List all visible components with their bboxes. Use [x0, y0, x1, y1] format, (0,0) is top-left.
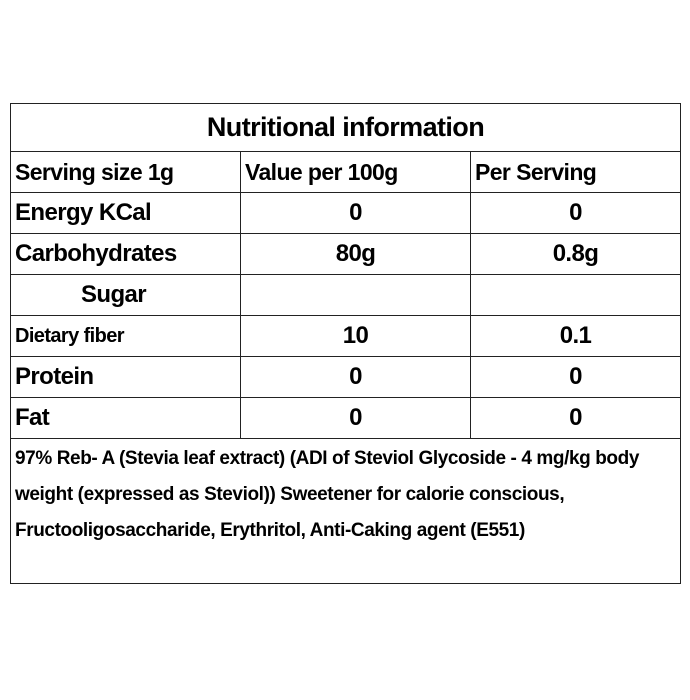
row-label: Carbohydrates: [10, 233, 241, 275]
row-label: Fat: [10, 397, 241, 439]
value-cell: 0: [240, 192, 471, 234]
table-row: Fat 0 0: [10, 397, 682, 439]
row-label: Protein: [10, 356, 241, 398]
table-row: Protein 0 0: [10, 356, 682, 398]
table-row: Energy KCal 0 0: [10, 192, 682, 234]
value-cell: 0: [469, 356, 682, 398]
value-cell: 0: [240, 397, 471, 439]
header-cell: Serving size 1g: [10, 151, 241, 193]
empty-cell: [469, 274, 682, 316]
value-cell: 0: [469, 192, 682, 234]
empty-cell: [240, 274, 471, 316]
value-cell: 0: [469, 397, 682, 439]
value-cell: 10: [240, 315, 471, 357]
row-label: Sugar: [10, 274, 241, 316]
value-cell: 0.8g: [469, 233, 682, 275]
value-cell: 0.1: [469, 315, 682, 357]
nutrition-table: Nutritional information Serving size 1g Va…: [9, 103, 682, 584]
table-title: Nutritional information: [9, 103, 682, 152]
table-row: Dietary fiber 10 0.1: [10, 315, 682, 357]
table-body: Nutritional information Serving size 1g Va…: [9, 103, 682, 584]
nutrition-panel: Nutritional information Serving size 1g Va…: [9, 103, 682, 584]
table-row: Sugar: [10, 274, 682, 316]
value-cell: 0: [240, 356, 471, 398]
value-cell: 80g: [240, 233, 471, 275]
ingredients-note: 97% Reb- A (Stevia leaf extract) (ADI of…: [9, 438, 682, 584]
note-row: 97% Reb- A (Stevia leaf extract) (ADI of…: [9, 438, 682, 584]
row-label: Dietary fiber: [10, 315, 241, 357]
title-row: Nutritional information: [9, 103, 682, 152]
table-row: Carbohydrates 80g 0.8g: [10, 233, 682, 275]
header-row: Serving size 1g Value per 100g Per Serving: [10, 151, 682, 193]
row-label: Energy KCal: [10, 192, 241, 234]
header-cell: Per Serving: [469, 151, 682, 193]
header-cell: Value per 100g: [240, 151, 471, 193]
